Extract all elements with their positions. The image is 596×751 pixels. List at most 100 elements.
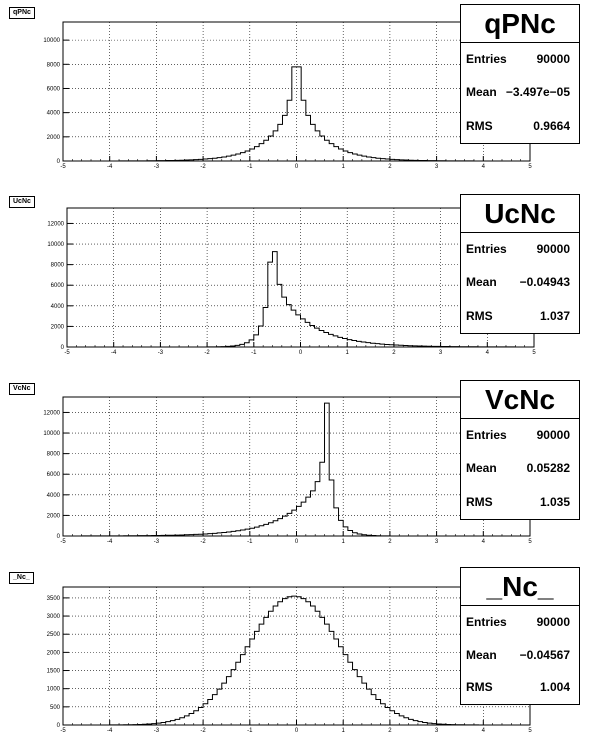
histogram-series: [62, 66, 531, 162]
x-tick-label: -5: [60, 539, 66, 545]
y-tick-label: 4000: [47, 493, 61, 499]
x-tick-label: 1: [342, 728, 346, 734]
stats-rms-row: RMS 0.9664: [461, 110, 579, 143]
stats-entries-value: 90000: [536, 615, 570, 629]
stats-rms-value: 0.9664: [533, 118, 570, 133]
histogram-panel: -5 -4 -3 -2 -1 0 1 2 3 4 5 0 2000 4000 6000 8000 10000 12…: [0, 188, 596, 374]
stats-entries-value: 90000: [536, 52, 570, 66]
histogram-plot: -5 -4 -3 -2 -1 0 1 2 3 4 5 0 2000 4000 6000 8000 10000: [43, 21, 532, 170]
x-tick-label: 0: [295, 164, 299, 170]
y-tick-label: 1000: [47, 687, 61, 693]
x-tick-label: -1: [247, 539, 253, 545]
x-tick-label: -1: [247, 728, 253, 734]
x-tick-label: 4: [482, 728, 486, 734]
x-tick-label: -4: [111, 350, 117, 356]
x-tick-label: 5: [528, 539, 532, 545]
x-tick-label: 0: [295, 539, 299, 545]
x-tick-label: -5: [64, 350, 70, 356]
stats-mean-value: −0.04943: [519, 275, 570, 290]
x-tick-label: 4: [482, 164, 486, 170]
y-tick-label: 10000: [43, 38, 60, 44]
y-tick-label: 4000: [51, 304, 65, 310]
x-tick-label: 2: [388, 728, 392, 734]
y-tick-label: 2500: [47, 632, 61, 638]
stats-mean-value: −0.04567: [519, 647, 570, 662]
stats-title: qPNc: [461, 5, 579, 43]
stats-entries-row: Entries 90000: [461, 419, 579, 452]
stats-entries-label: Entries: [466, 52, 507, 66]
y-tick-label: 6000: [47, 472, 61, 478]
histogram-panel: -5 -4 -3 -2 -1 0 1 2 3 4 5 0 500 1000 1500 2000 2500 3000…: [0, 565, 596, 751]
y-tick-label: 8000: [47, 452, 61, 458]
stats-mean-value: −3.497e−05: [505, 85, 570, 100]
stats-entries-row: Entries 90000: [461, 606, 579, 639]
histogram-plot: -5 -4 -3 -2 -1 0 1 2 3 4 5 0 2000 4000 6000 8000 10000 12…: [43, 396, 532, 545]
x-tick-label: -4: [107, 728, 113, 734]
histogram-tag: _Nc_: [9, 572, 34, 584]
x-tick-label: -2: [200, 728, 206, 734]
x-tick-label: -4: [107, 164, 113, 170]
stats-entries-row: Entries 90000: [461, 43, 579, 76]
stats-mean-label: Mean: [466, 85, 497, 100]
x-tick-label: 2: [388, 164, 392, 170]
stats-mean-value: 0.05282: [526, 461, 570, 476]
x-tick-label: -3: [154, 539, 160, 545]
x-tick-label: 1: [342, 164, 346, 170]
x-tick-label: 3: [439, 350, 443, 356]
stats-rms-row: RMS 1.004: [461, 671, 579, 704]
y-tick-label: 3000: [47, 614, 61, 620]
stats-rms-row: RMS 1.035: [461, 486, 579, 519]
y-tick-label: 2000: [47, 135, 61, 141]
stats-entries-value: 90000: [536, 242, 570, 256]
y-tick-label: 2000: [51, 324, 65, 330]
stats-rms-value: 1.035: [539, 494, 570, 509]
stats-title: VcNc: [461, 381, 579, 419]
x-tick-label: -1: [251, 350, 257, 356]
stats-entries-label: Entries: [466, 615, 507, 629]
stats-box: qPNc Entries 90000 Mean −3.497e−05 RMS 0.9664: [460, 4, 580, 144]
stats-title: _Nc_: [461, 568, 579, 606]
stats-mean-row: Mean −0.04943: [461, 266, 579, 299]
y-tick-label: 1500: [47, 669, 61, 675]
x-tick-label: 2: [392, 350, 396, 356]
stats-rms-value: 1.037: [539, 308, 570, 323]
x-tick-label: -3: [154, 728, 160, 734]
stats-mean-row: Mean 0.05282: [461, 452, 579, 485]
y-tick-label: 12000: [47, 221, 64, 227]
stats-rms-label: RMS: [466, 494, 493, 509]
stats-entries-row: Entries 90000: [461, 233, 579, 266]
y-tick-label: 8000: [47, 62, 61, 68]
stats-rms-value: 1.004: [539, 680, 570, 695]
y-tick-label: 8000: [51, 263, 65, 269]
stats-rms-label: RMS: [466, 118, 493, 133]
x-tick-label: 4: [486, 350, 490, 356]
x-tick-label: -5: [60, 164, 66, 170]
x-tick-label: -5: [60, 728, 66, 734]
x-tick-label: -4: [107, 539, 113, 545]
histogram-tag: VcNc: [9, 383, 35, 395]
stats-mean-label: Mean: [466, 461, 497, 476]
histogram-panel: -5 -4 -3 -2 -1 0 1 2 3 4 5 0 2000 4000 6000 8000 10000 12…: [0, 375, 596, 561]
stats-rms-label: RMS: [466, 680, 493, 695]
y-tick-label: 0: [57, 534, 61, 540]
y-tick-label: 10000: [43, 431, 60, 437]
y-tick-label: 12000: [43, 410, 60, 416]
x-tick-label: 1: [342, 539, 346, 545]
x-tick-label: 5: [532, 350, 536, 356]
histogram-tag: qPNc: [9, 7, 35, 19]
x-tick-label: 3: [435, 728, 439, 734]
histogram-series: [62, 595, 530, 726]
stats-mean-label: Mean: [466, 275, 497, 290]
y-tick-label: 6000: [51, 283, 65, 289]
y-tick-label: 6000: [47, 86, 61, 92]
x-tick-label: 0: [299, 350, 303, 356]
x-tick-label: -2: [204, 350, 210, 356]
x-tick-label: -1: [247, 164, 253, 170]
stats-box: UcNc Entries 90000 Mean −0.04943 RMS 1.037: [460, 194, 580, 334]
x-tick-label: 0: [295, 728, 299, 734]
y-tick-label: 0: [57, 723, 61, 729]
x-tick-label: 3: [435, 539, 439, 545]
x-tick-label: 1: [346, 350, 350, 356]
y-tick-label: 2000: [47, 650, 61, 656]
